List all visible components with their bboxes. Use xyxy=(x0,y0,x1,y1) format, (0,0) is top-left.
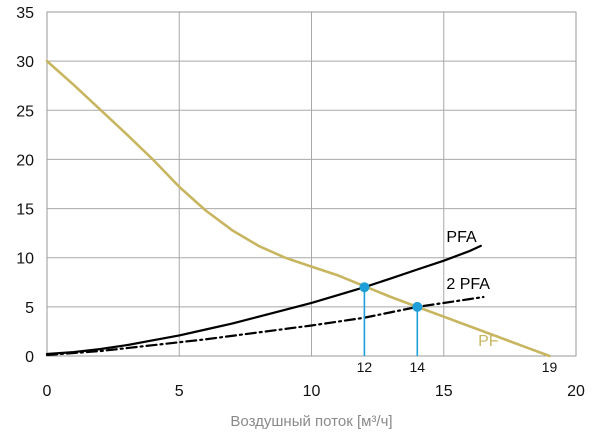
plot-frame xyxy=(46,11,577,357)
series-label-pf: PF xyxy=(478,333,499,350)
y-tick-label: 35 xyxy=(16,5,34,22)
operating-point-dot xyxy=(359,282,370,293)
x-axis-title: Воздушный поток [м³/ч] xyxy=(230,413,392,430)
x-tick-label: 5 xyxy=(175,383,184,400)
series-label-pfa: PFA xyxy=(446,229,477,246)
operating-point-label: 12 xyxy=(357,359,373,375)
end-marker-label: 19 xyxy=(542,359,558,375)
series-line-pfa xyxy=(45,244,482,356)
y-tick-label: 30 xyxy=(16,54,34,71)
series-labels: PF PFA 2 PFA xyxy=(446,229,498,350)
x-tick-label: 0 xyxy=(43,383,52,400)
grid xyxy=(46,11,577,357)
series-line-2-pfa xyxy=(45,295,485,357)
series-line-pf xyxy=(45,59,551,358)
y-tick-label: 20 xyxy=(16,152,34,169)
x-tick-labels: 0 5 10 15 20 xyxy=(43,383,585,400)
y-tick-label: 25 xyxy=(16,103,34,120)
y-tick-label: 15 xyxy=(16,202,34,219)
series-lines xyxy=(45,59,551,358)
operating-point-label: 14 xyxy=(410,359,426,375)
y-tick-label: 10 xyxy=(16,251,34,268)
x-tick-label: 10 xyxy=(303,383,321,400)
y-tick-label: 0 xyxy=(25,349,34,366)
y-tick-labels: 0 5 10 15 20 25 30 35 xyxy=(16,5,34,366)
operating-point-dot xyxy=(412,301,423,312)
x-tick-label: 15 xyxy=(435,383,453,400)
series-label-2-pfa: 2 PFA xyxy=(446,276,490,293)
y-tick-label: 5 xyxy=(25,300,34,317)
x-tick-label: 20 xyxy=(567,383,585,400)
operating-points: 12 14 19 xyxy=(357,282,558,375)
